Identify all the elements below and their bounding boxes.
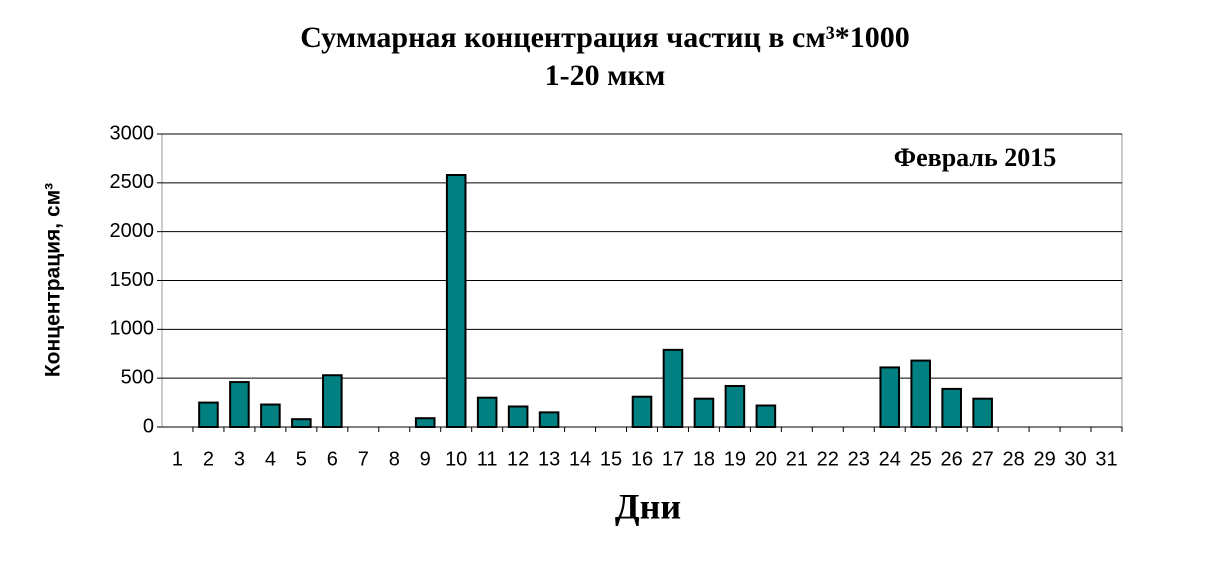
- bar: [507, 405, 529, 428]
- x-tick-label: 16: [631, 448, 653, 470]
- bar: [445, 174, 467, 428]
- x-tick-label: 13: [538, 448, 560, 470]
- bar: [229, 381, 250, 428]
- x-tick-label: 7: [358, 448, 369, 470]
- x-tick-label: 30: [1064, 448, 1086, 470]
- y-tick-label: 1000: [110, 318, 155, 340]
- bar: [322, 374, 343, 428]
- x-tick-label: 26: [941, 448, 963, 470]
- x-tick-label: 11: [477, 448, 498, 470]
- x-tick-label: 15: [600, 448, 622, 470]
- x-tick-label: 24: [879, 448, 901, 470]
- x-tick-label: 1: [172, 448, 183, 470]
- x-tick-label: 8: [389, 448, 400, 470]
- x-tick-label: 9: [420, 448, 431, 470]
- y-tick-label: 0: [143, 415, 154, 437]
- bar: [260, 403, 281, 428]
- y-tick-label: 3000: [110, 122, 155, 144]
- bar: [879, 366, 901, 429]
- y-axis-label: Концентрация, см³: [42, 183, 65, 377]
- x-tick-label: 23: [848, 448, 870, 470]
- x-tick-label: 2: [203, 448, 214, 470]
- bar: [631, 395, 653, 428]
- chart-title: Суммарная концентрация частиц в см³*1000: [300, 21, 910, 54]
- y-tick-label: 1500: [110, 269, 155, 291]
- x-tick-label: 4: [265, 448, 276, 470]
- bar: [662, 348, 684, 428]
- bar: [414, 417, 436, 428]
- x-tick-label: 10: [445, 448, 467, 470]
- bar: [755, 404, 777, 429]
- x-tick-label: 29: [1033, 448, 1055, 470]
- x-tick-label: 22: [817, 448, 839, 470]
- bar: [724, 384, 746, 429]
- x-axis-label: Дни: [615, 486, 681, 526]
- x-tick-label: 25: [910, 448, 932, 470]
- x-tick-label: 17: [662, 448, 684, 470]
- x-tick-label: 28: [1002, 448, 1024, 470]
- bar: [476, 396, 498, 429]
- bar: [198, 401, 219, 429]
- x-tick-label: 27: [972, 448, 994, 470]
- x-tick-label: 3: [234, 448, 245, 470]
- x-tick-label: 18: [693, 448, 715, 470]
- x-tick-label: 5: [296, 448, 307, 470]
- bar: [693, 397, 715, 428]
- x-tick-label: 14: [569, 448, 591, 470]
- annotation: Февраль 2015: [894, 143, 1056, 172]
- x-tick-label: 12: [507, 448, 529, 470]
- x-tick-label: 19: [724, 448, 746, 470]
- y-tick-label: 2000: [110, 220, 155, 242]
- x-tick-label: 31: [1095, 448, 1117, 470]
- x-tick-label: 6: [327, 448, 338, 470]
- bar: [972, 397, 993, 428]
- x-tick-label: 20: [755, 448, 777, 470]
- bar: [538, 411, 560, 429]
- chart-subtitle: 1-20 мкм: [545, 59, 666, 92]
- y-tick-label: 500: [121, 366, 154, 388]
- x-tick-label: 21: [786, 448, 808, 470]
- bar: [941, 387, 962, 429]
- bar: [291, 418, 312, 429]
- y-tick-label: 2500: [110, 171, 155, 193]
- bar: [910, 359, 932, 428]
